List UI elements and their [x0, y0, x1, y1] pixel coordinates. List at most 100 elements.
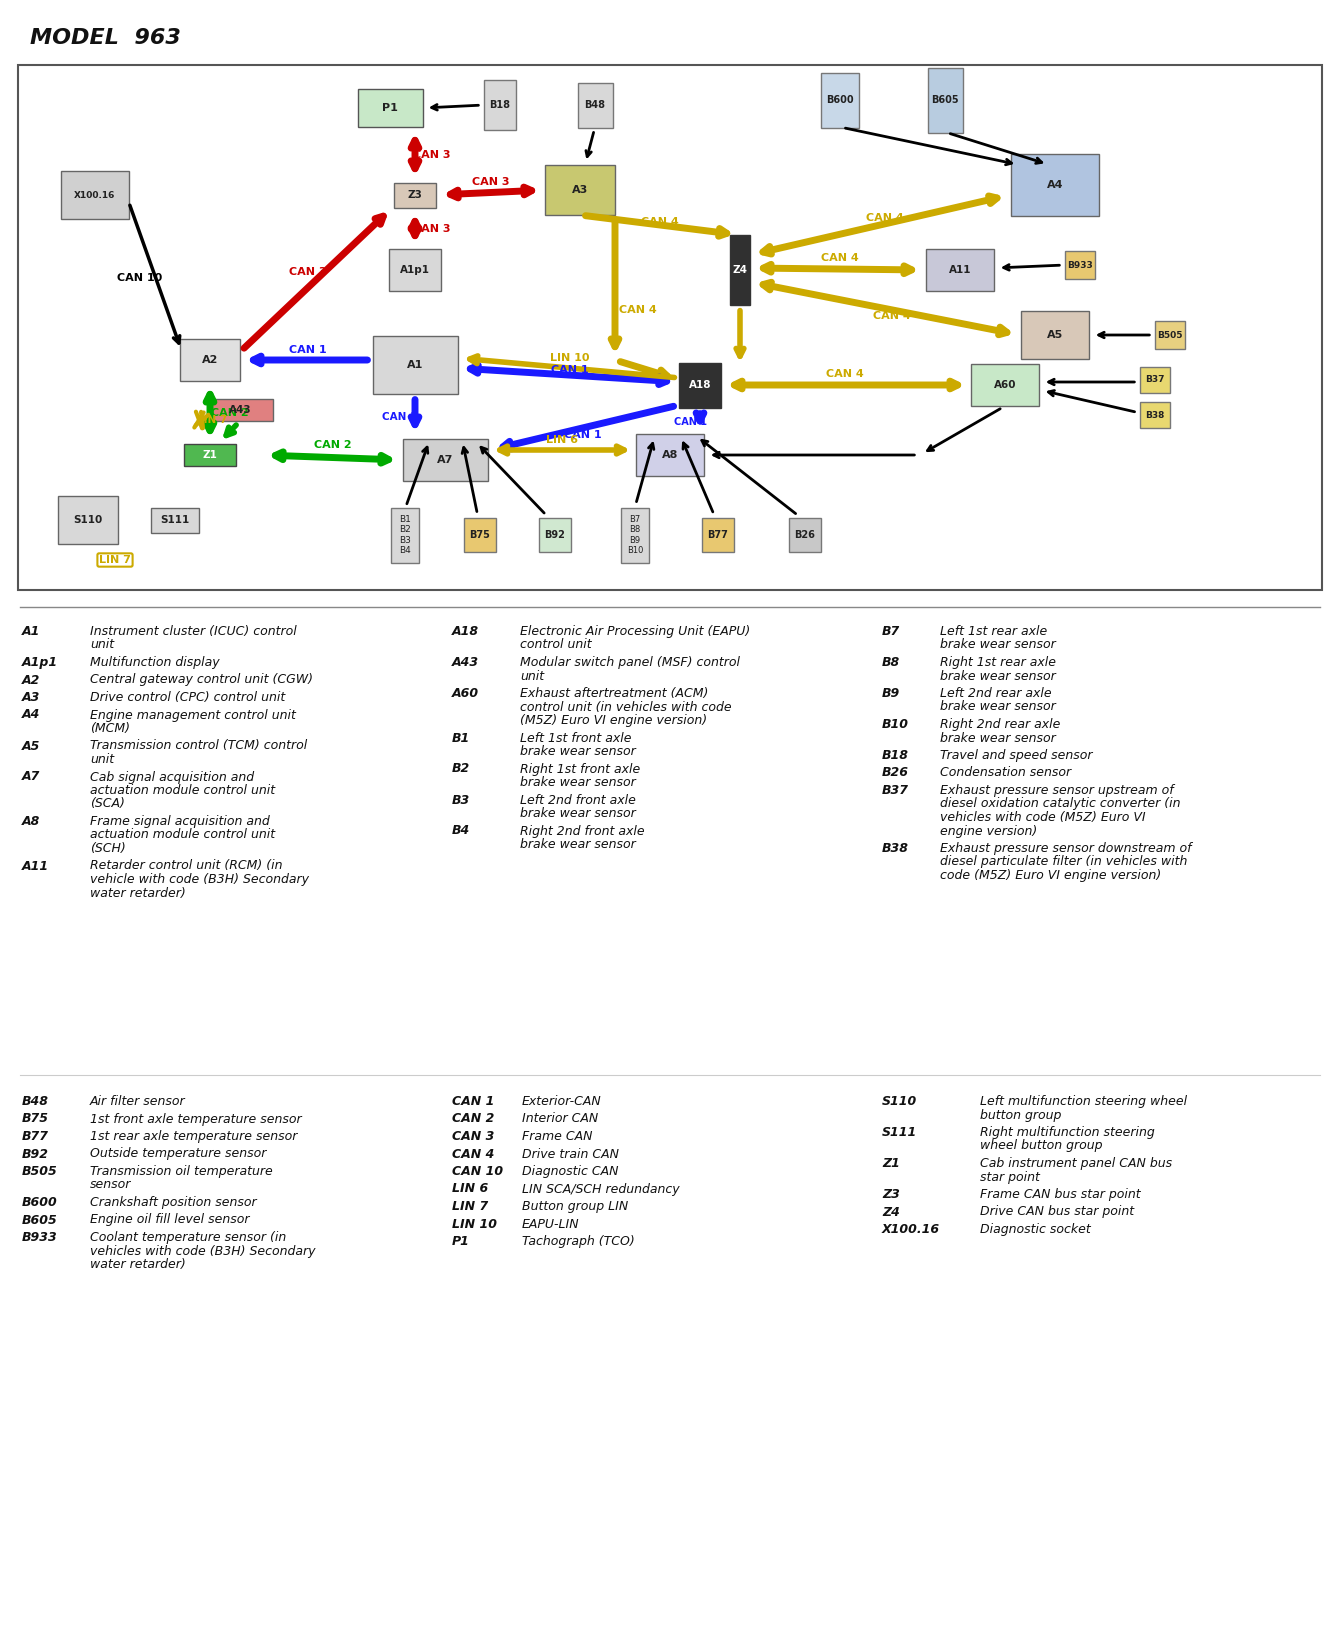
- Text: B38: B38: [882, 842, 909, 855]
- Text: Left multifunction steering wheel: Left multifunction steering wheel: [980, 1095, 1187, 1108]
- Text: B92: B92: [21, 1147, 50, 1160]
- Text: CAN 3: CAN 3: [289, 268, 327, 277]
- Text: CAN 10: CAN 10: [452, 1165, 502, 1178]
- Text: code (M5Z) Euro VI engine version): code (M5Z) Euro VI engine version): [939, 868, 1162, 881]
- Text: (SCA): (SCA): [90, 798, 125, 811]
- FancyArrowPatch shape: [226, 424, 236, 436]
- Text: diesel oxidation catalytic converter (in: diesel oxidation catalytic converter (in: [939, 798, 1181, 811]
- Text: Tachograph (TCO): Tachograph (TCO): [523, 1235, 635, 1248]
- Text: brake wear sensor: brake wear sensor: [939, 669, 1056, 682]
- Text: A4: A4: [1047, 180, 1063, 189]
- Text: A4: A4: [21, 708, 40, 721]
- Bar: [394, 183, 436, 207]
- Text: engine version): engine version): [939, 824, 1037, 837]
- FancyArrowPatch shape: [470, 356, 674, 377]
- Text: brake wear sensor: brake wear sensor: [520, 775, 635, 788]
- Text: button group: button group: [980, 1108, 1061, 1121]
- Bar: [464, 517, 496, 552]
- Text: brake wear sensor: brake wear sensor: [939, 638, 1056, 651]
- Text: LIN 7: LIN 7: [452, 1200, 488, 1213]
- Text: Frame CAN bus star point: Frame CAN bus star point: [980, 1188, 1140, 1201]
- Text: A1p1: A1p1: [21, 656, 58, 669]
- Bar: [1140, 367, 1170, 393]
- Text: Left 2nd rear axle: Left 2nd rear axle: [939, 687, 1052, 700]
- FancyArrowPatch shape: [411, 222, 419, 235]
- FancyArrowPatch shape: [502, 406, 674, 449]
- Text: B26: B26: [882, 767, 909, 780]
- Text: LIN SCA/SCH redundancy: LIN SCA/SCH redundancy: [523, 1183, 679, 1196]
- FancyArrowPatch shape: [1004, 264, 1060, 271]
- FancyArrowPatch shape: [764, 264, 911, 274]
- Text: LIN 6: LIN 6: [545, 436, 578, 446]
- Text: B18: B18: [489, 100, 511, 109]
- Bar: [1010, 153, 1099, 215]
- FancyArrowPatch shape: [407, 447, 427, 504]
- Text: Travel and speed sensor: Travel and speed sensor: [939, 749, 1092, 762]
- FancyArrowPatch shape: [762, 282, 1006, 335]
- Text: Exhaust aftertreatment (ACM): Exhaust aftertreatment (ACM): [520, 687, 709, 700]
- Text: Z3: Z3: [407, 189, 422, 201]
- Text: Z3: Z3: [882, 1188, 900, 1201]
- Text: B48: B48: [21, 1095, 50, 1108]
- Text: X100.16: X100.16: [882, 1222, 941, 1235]
- FancyArrowPatch shape: [762, 196, 997, 255]
- Text: CAN 3: CAN 3: [413, 224, 450, 233]
- Text: B1: B1: [452, 731, 470, 744]
- Text: A60: A60: [994, 380, 1016, 390]
- Text: A18: A18: [452, 625, 480, 638]
- FancyArrowPatch shape: [196, 411, 208, 428]
- Text: Condensation sensor: Condensation sensor: [939, 767, 1071, 780]
- Text: CAN 1: CAN 1: [564, 429, 602, 441]
- Text: A5: A5: [1047, 330, 1063, 339]
- Text: Right 2nd rear axle: Right 2nd rear axle: [939, 718, 1060, 731]
- Text: B26: B26: [795, 530, 816, 540]
- Text: water retarder): water retarder): [90, 886, 186, 899]
- Text: brake wear sensor: brake wear sensor: [939, 731, 1056, 744]
- Text: Diagnostic CAN: Diagnostic CAN: [523, 1165, 619, 1178]
- Bar: [208, 398, 272, 421]
- Text: B7
B8
B9
B10: B7 B8 B9 B10: [627, 516, 643, 555]
- Text: vehicle with code (B3H) Secondary: vehicle with code (B3H) Secondary: [90, 873, 310, 886]
- Text: Cab signal acquisition and: Cab signal acquisition and: [90, 770, 255, 783]
- Text: B4: B4: [452, 824, 470, 837]
- Text: A1: A1: [407, 361, 423, 370]
- FancyArrowPatch shape: [736, 310, 744, 356]
- Text: B75: B75: [21, 1113, 50, 1126]
- Text: star point: star point: [980, 1170, 1040, 1183]
- Text: CAN 1: CAN 1: [551, 366, 588, 375]
- FancyArrowPatch shape: [702, 441, 796, 514]
- FancyArrowPatch shape: [714, 452, 914, 459]
- Text: B2: B2: [452, 762, 470, 775]
- Text: Right 1st rear axle: Right 1st rear axle: [939, 656, 1056, 669]
- Text: Drive train CAN: Drive train CAN: [523, 1147, 619, 1160]
- Text: B505: B505: [1158, 331, 1183, 339]
- FancyArrowPatch shape: [450, 188, 532, 197]
- Text: B37: B37: [1146, 375, 1164, 385]
- FancyArrowPatch shape: [462, 447, 477, 511]
- Text: Exterior-CAN: Exterior-CAN: [523, 1095, 602, 1108]
- Text: Left 1st front axle: Left 1st front axle: [520, 731, 631, 744]
- Text: MODEL  963: MODEL 963: [29, 28, 181, 47]
- FancyArrowPatch shape: [1048, 390, 1135, 411]
- FancyArrowPatch shape: [695, 413, 704, 421]
- Text: B10: B10: [882, 718, 909, 731]
- Bar: [545, 165, 615, 215]
- Bar: [730, 235, 750, 305]
- Bar: [578, 83, 612, 127]
- FancyArrowPatch shape: [846, 129, 1012, 165]
- Text: B3: B3: [452, 793, 470, 806]
- Text: A2: A2: [21, 674, 40, 687]
- Text: Electronic Air Processing Unit (EAPU): Electronic Air Processing Unit (EAPU): [520, 625, 750, 638]
- Bar: [539, 517, 571, 552]
- FancyArrowPatch shape: [500, 446, 624, 454]
- Text: Modular switch panel (MSF) control: Modular switch panel (MSF) control: [520, 656, 740, 669]
- Text: Left 2nd front axle: Left 2nd front axle: [520, 793, 636, 806]
- Text: S111: S111: [161, 516, 190, 526]
- Text: LIN 6: LIN 6: [452, 1183, 488, 1196]
- Text: Central gateway control unit (CGW): Central gateway control unit (CGW): [90, 674, 314, 687]
- Text: Interior CAN: Interior CAN: [523, 1113, 598, 1126]
- Text: Z1: Z1: [202, 450, 217, 460]
- Text: CAN 4: CAN 4: [641, 217, 679, 227]
- Text: B600: B600: [21, 1196, 58, 1209]
- Text: vehicles with code (M5Z) Euro VI: vehicles with code (M5Z) Euro VI: [939, 811, 1146, 824]
